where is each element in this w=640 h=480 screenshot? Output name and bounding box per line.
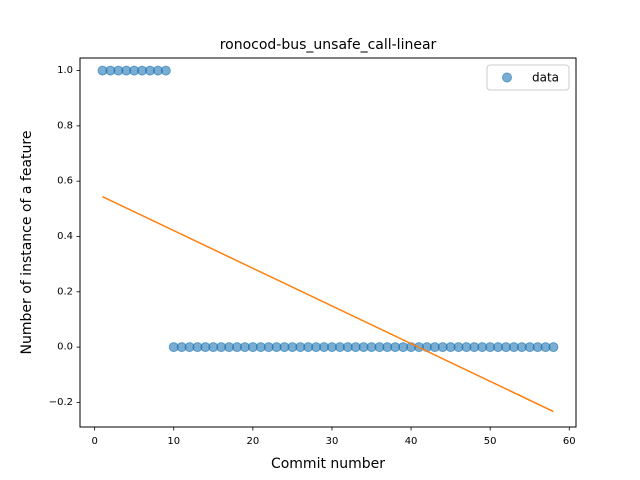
x-tick-label: 10 [167, 436, 180, 447]
x-tick-label: 60 [563, 436, 576, 447]
y-tick-label: 0.2 [57, 286, 73, 297]
y-tick-label: 1.0 [57, 65, 73, 76]
y-axis: −0.2 0.0 0.2 0.4 0.6 0.8 1.0 [49, 65, 80, 408]
data-point [548, 342, 559, 353]
x-tick-label: 50 [484, 436, 497, 447]
x-axis-label: Commit number [271, 456, 385, 472]
y-axis-label: Number of instance of a feature [19, 131, 35, 355]
x-tick-label: 20 [246, 436, 259, 447]
chart-title: ronocod-bus_unsafe_call-linear [220, 37, 437, 53]
y-tick-label: 0.0 [57, 342, 73, 353]
data-point [160, 65, 171, 76]
x-tick-label: 0 [91, 436, 97, 447]
legend-entry-data: data [532, 71, 559, 85]
x-tick-label: 30 [326, 436, 339, 447]
axes-frame [79, 57, 577, 428]
linear-fit-line [102, 195, 554, 413]
plot-area [97, 65, 559, 413]
x-tick-label: 40 [405, 436, 418, 447]
y-tick-label: 0.4 [57, 231, 73, 242]
y-tick-label: 0.6 [57, 176, 73, 187]
legend: data [486, 64, 570, 91]
x-axis: 0 10 20 30 40 50 60 [91, 427, 576, 447]
legend-box [486, 64, 570, 91]
y-tick-label: 0.8 [57, 120, 73, 131]
legend-marker-data [502, 72, 512, 83]
y-tick-label: −0.2 [49, 397, 73, 408]
